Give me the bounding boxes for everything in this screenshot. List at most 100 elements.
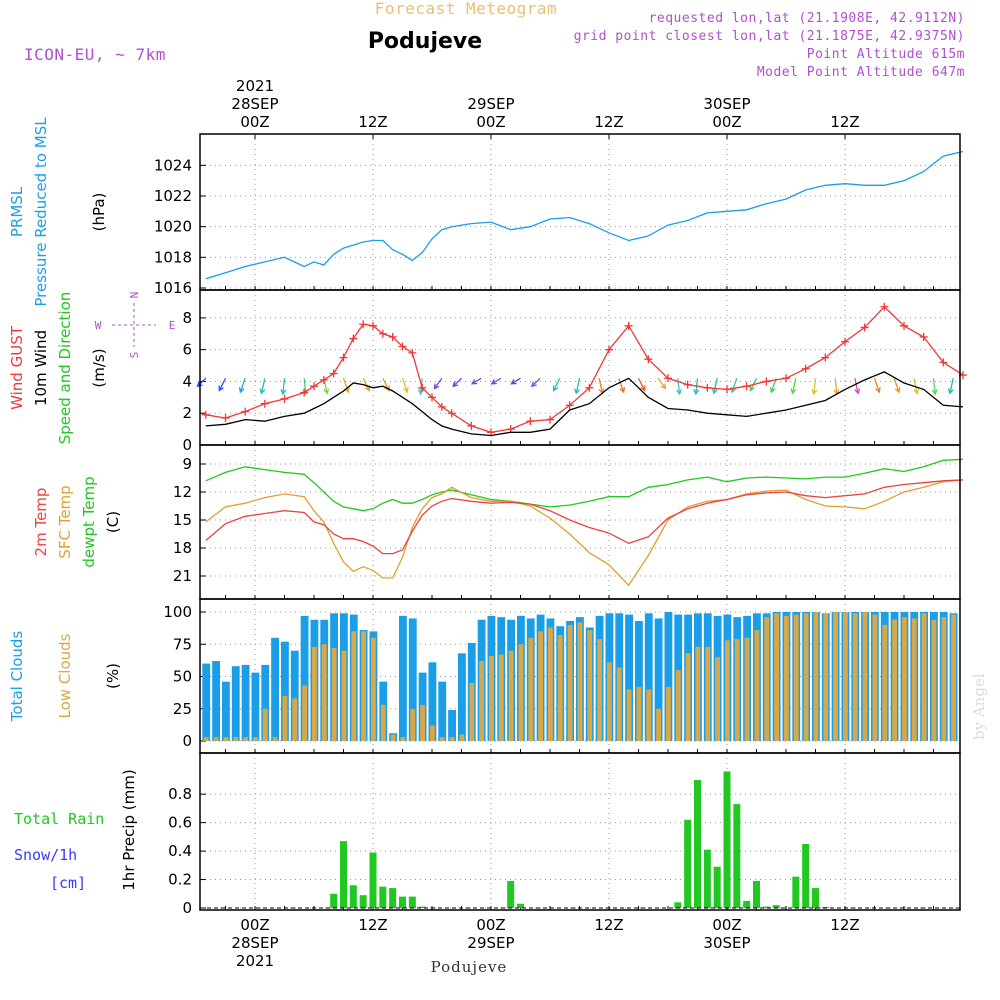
wind-arrow xyxy=(218,377,227,392)
low-cloud-bar xyxy=(597,639,602,741)
wind-arrow-head xyxy=(811,389,818,396)
rain-bar xyxy=(684,819,692,908)
low-cloud-bar xyxy=(272,737,278,741)
gust-marker xyxy=(585,383,594,392)
low-cloud-bar xyxy=(705,646,711,741)
total-cloud-bar xyxy=(625,614,633,741)
ytick-label: 12 xyxy=(173,483,192,501)
low-cloud-bar xyxy=(302,685,307,741)
low-cloud-bar xyxy=(636,686,642,741)
gust-line xyxy=(205,305,964,433)
ytick-label: 21 xyxy=(173,567,192,585)
wind-arrow-shaft xyxy=(471,377,482,385)
wind-arrow-head xyxy=(552,385,559,392)
wind-arrow-shaft xyxy=(834,378,838,395)
compass-rose: W E N S xyxy=(95,292,176,359)
low-cloud-bar xyxy=(882,624,888,741)
gust-marker xyxy=(644,355,653,364)
gust-marker xyxy=(841,337,849,346)
wind-arrow xyxy=(730,378,738,394)
gust-marker xyxy=(546,415,554,424)
wind-arrow-head xyxy=(947,388,954,395)
compass-letter: S xyxy=(128,352,141,359)
low-cloud-bar xyxy=(587,630,593,741)
low-cloud-bar xyxy=(380,704,386,741)
temperature-panel: 9 12 15 18 21 xyxy=(173,444,964,600)
total-cloud-bar xyxy=(408,618,417,741)
ytick-label: 0 xyxy=(182,436,192,454)
low-cloud-bar xyxy=(734,639,740,741)
gust-marker xyxy=(437,402,446,411)
rain-bar xyxy=(743,900,751,908)
total-cloud-bar xyxy=(202,663,211,741)
low-cloud-bar xyxy=(872,614,878,741)
pressure-label: PRMSL xyxy=(8,186,26,237)
sfc-temp-line xyxy=(205,479,964,587)
wind-arrow xyxy=(433,377,443,390)
low-cloud-bar xyxy=(833,612,838,741)
requested-coords: requested lon,lat (21.1908E, 42.9112N) xyxy=(649,11,965,26)
ytick-label: 75 xyxy=(173,635,192,653)
ytick-label: 15 xyxy=(173,511,192,529)
gust-marker xyxy=(526,417,535,426)
gust-marker xyxy=(860,323,869,332)
low-cloud-bar xyxy=(351,631,357,741)
wind-arrow-head xyxy=(384,385,390,392)
total-cloud-bar xyxy=(290,650,299,741)
rain-bar xyxy=(389,888,397,908)
wind-arrow xyxy=(657,377,667,390)
rain-bar xyxy=(713,866,721,908)
bottom-time-label: 12Z xyxy=(594,916,623,934)
wind-arrow xyxy=(470,377,482,385)
compass-letter: E xyxy=(169,319,176,332)
total-cloud-bar xyxy=(635,621,643,741)
total-cloud-bar xyxy=(222,681,230,741)
pressure-panel: 1016 1018 1020 1022 1024 xyxy=(154,133,964,297)
gust-marker xyxy=(359,320,368,329)
gust-marker xyxy=(300,388,309,397)
top-time-label: 12Z xyxy=(358,113,387,131)
wind-arrow-shaft xyxy=(433,377,443,389)
total-cloud-bar xyxy=(644,613,653,741)
ytick-label: 8 xyxy=(182,309,192,327)
gust-marker xyxy=(821,353,830,362)
dewpt-label: dewpt Temp xyxy=(80,476,98,567)
gust-marker xyxy=(939,358,948,367)
panel-frame xyxy=(199,133,961,291)
gust-marker xyxy=(378,329,387,338)
wind-arrow xyxy=(259,378,266,395)
low-cloud-bar xyxy=(469,682,475,741)
compass-letter: W xyxy=(95,319,102,332)
top-day-label: 29SEP xyxy=(467,95,514,113)
rain-bar xyxy=(812,888,819,908)
precip-label: 1hr Precip (mm) xyxy=(120,769,138,890)
pressure-unit: (hPa) xyxy=(90,193,108,232)
low-cloud-bar xyxy=(675,670,681,741)
wind-arrow-shaft xyxy=(575,378,581,394)
wind-arrow xyxy=(790,378,797,395)
wind-arrow-shaft xyxy=(197,377,207,387)
footer-location: Podujeve xyxy=(431,958,508,976)
gust-marker xyxy=(624,321,633,330)
rain-bar xyxy=(802,843,810,908)
wind-arrow-shaft xyxy=(218,377,227,391)
wind-arrow xyxy=(196,377,207,388)
gust-marker xyxy=(664,374,672,383)
wind-arrow-shaft xyxy=(452,377,462,387)
wind-arrow-head xyxy=(490,379,497,385)
low-cloud-bar xyxy=(685,653,691,741)
low-clouds-label: Low Clouds xyxy=(56,633,74,718)
rain-bar xyxy=(359,895,367,908)
total-cloud-bar xyxy=(251,672,260,741)
bottom-time-label: 12Z xyxy=(358,916,387,934)
wind-arrow xyxy=(552,377,561,392)
wind-arrow-shaft xyxy=(893,378,900,393)
low-cloud-bar xyxy=(548,627,553,741)
ytick-label: 0.2 xyxy=(168,871,192,889)
total-cloud-bar xyxy=(271,637,279,741)
rain-bar xyxy=(507,880,515,908)
bottom-time-label: 00Z xyxy=(240,916,269,934)
gust-marker xyxy=(467,421,476,430)
low-cloud-bar xyxy=(784,615,789,741)
